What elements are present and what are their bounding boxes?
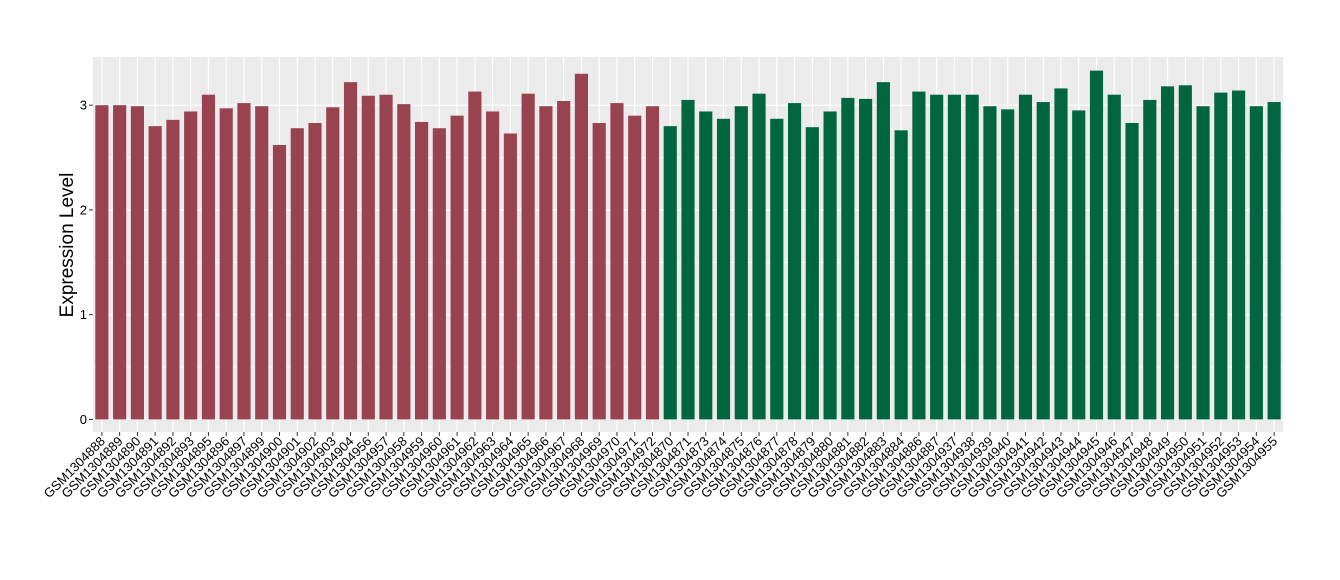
- bar-GSM1304938: [965, 94, 979, 420]
- bar-GSM1304889: [113, 105, 127, 420]
- bar-GSM1304876: [752, 93, 766, 420]
- bar-GSM1304874: [716, 118, 731, 420]
- bar-GSM1304942: [1036, 102, 1050, 420]
- bar-GSM1304900: [272, 144, 287, 420]
- bar-GSM1304879: [805, 127, 819, 420]
- bar-GSM1304893: [184, 111, 198, 420]
- bar-GSM1304948: [1143, 99, 1157, 420]
- bar-GSM1304965: [521, 93, 535, 420]
- bars: [95, 70, 1281, 420]
- bar-GSM1304963: [486, 111, 500, 420]
- bar-GSM1304964: [503, 133, 517, 420]
- bar-GSM1304887: [930, 94, 944, 420]
- bar-GSM1304951: [1196, 106, 1210, 420]
- bar-GSM1304903: [326, 107, 340, 420]
- bar-GSM1304902: [308, 122, 322, 420]
- bar-GSM1304897: [237, 103, 251, 420]
- bar-GSM1304958: [397, 104, 411, 420]
- y-tick-label: 3: [80, 98, 87, 113]
- bar-GSM1304972: [645, 106, 660, 420]
- x-axis: GSM1304888GSM1304889GSM1304890GSM1304891…: [41, 432, 1280, 501]
- bar-GSM1304953: [1232, 90, 1246, 420]
- y-tick-label: 0: [80, 412, 87, 427]
- bar-GSM1304957: [379, 94, 393, 420]
- bar-GSM1304873: [699, 111, 713, 420]
- bar-GSM1304970: [610, 103, 624, 420]
- bar-GSM1304891: [148, 126, 162, 420]
- bar-GSM1304960: [432, 128, 446, 420]
- bar-GSM1304944: [1072, 110, 1086, 420]
- bar-GSM1304950: [1178, 85, 1192, 420]
- bar-GSM1304888: [95, 105, 109, 420]
- bar-GSM1304961: [450, 115, 464, 420]
- bar-GSM1304875: [734, 106, 748, 420]
- bar-GSM1304956: [361, 95, 375, 420]
- bar-GSM1304878: [787, 103, 802, 420]
- bar-GSM1304943: [1054, 88, 1068, 420]
- bar-GSM1304896: [219, 108, 233, 420]
- bar-GSM1304884: [894, 130, 908, 420]
- bar-GSM1304945: [1089, 70, 1104, 420]
- bar-GSM1304946: [1107, 94, 1121, 420]
- bar-GSM1304882: [859, 98, 873, 420]
- y-tick-label: 2: [80, 202, 87, 217]
- bar-GSM1304899: [255, 106, 269, 420]
- bar-GSM1304880: [823, 111, 837, 420]
- bar-GSM1304966: [539, 106, 553, 420]
- bar-GSM1304962: [468, 91, 482, 420]
- bar-GSM1304969: [592, 122, 606, 420]
- bar-GSM1304941: [1018, 94, 1033, 420]
- bar-GSM1304954: [1249, 106, 1263, 420]
- bar-GSM1304890: [130, 106, 144, 420]
- y-axis: 0 1 2 3: [80, 98, 93, 427]
- bar-GSM1304877: [770, 118, 784, 420]
- bar-GSM1304955: [1267, 102, 1281, 420]
- bar-GSM1304892: [166, 119, 180, 420]
- bar-GSM1304901: [290, 128, 304, 420]
- bar-GSM1304968: [574, 73, 589, 420]
- bar-GSM1304904: [343, 82, 358, 420]
- bar-GSM1304871: [681, 99, 695, 420]
- bar-GSM1304959: [415, 121, 429, 420]
- y-tick-label: 1: [80, 307, 87, 322]
- bar-GSM1304886: [912, 91, 926, 420]
- bar-GSM1304937: [947, 94, 961, 420]
- bar-GSM1304939: [983, 106, 997, 420]
- bar-GSM1304971: [628, 115, 642, 420]
- y-axis-title: Expression Level: [57, 173, 78, 318]
- bar-GSM1304940: [1001, 109, 1015, 420]
- bar-GSM1304947: [1125, 122, 1139, 420]
- bar-GSM1304949: [1160, 86, 1175, 420]
- bar-GSM1304895: [201, 94, 216, 420]
- bar-GSM1304967: [557, 100, 571, 420]
- bar-GSM1304870: [663, 126, 677, 420]
- bar-GSM1304881: [841, 97, 855, 420]
- bar-GSM1304883: [876, 82, 890, 420]
- bar-GSM1304952: [1214, 92, 1228, 420]
